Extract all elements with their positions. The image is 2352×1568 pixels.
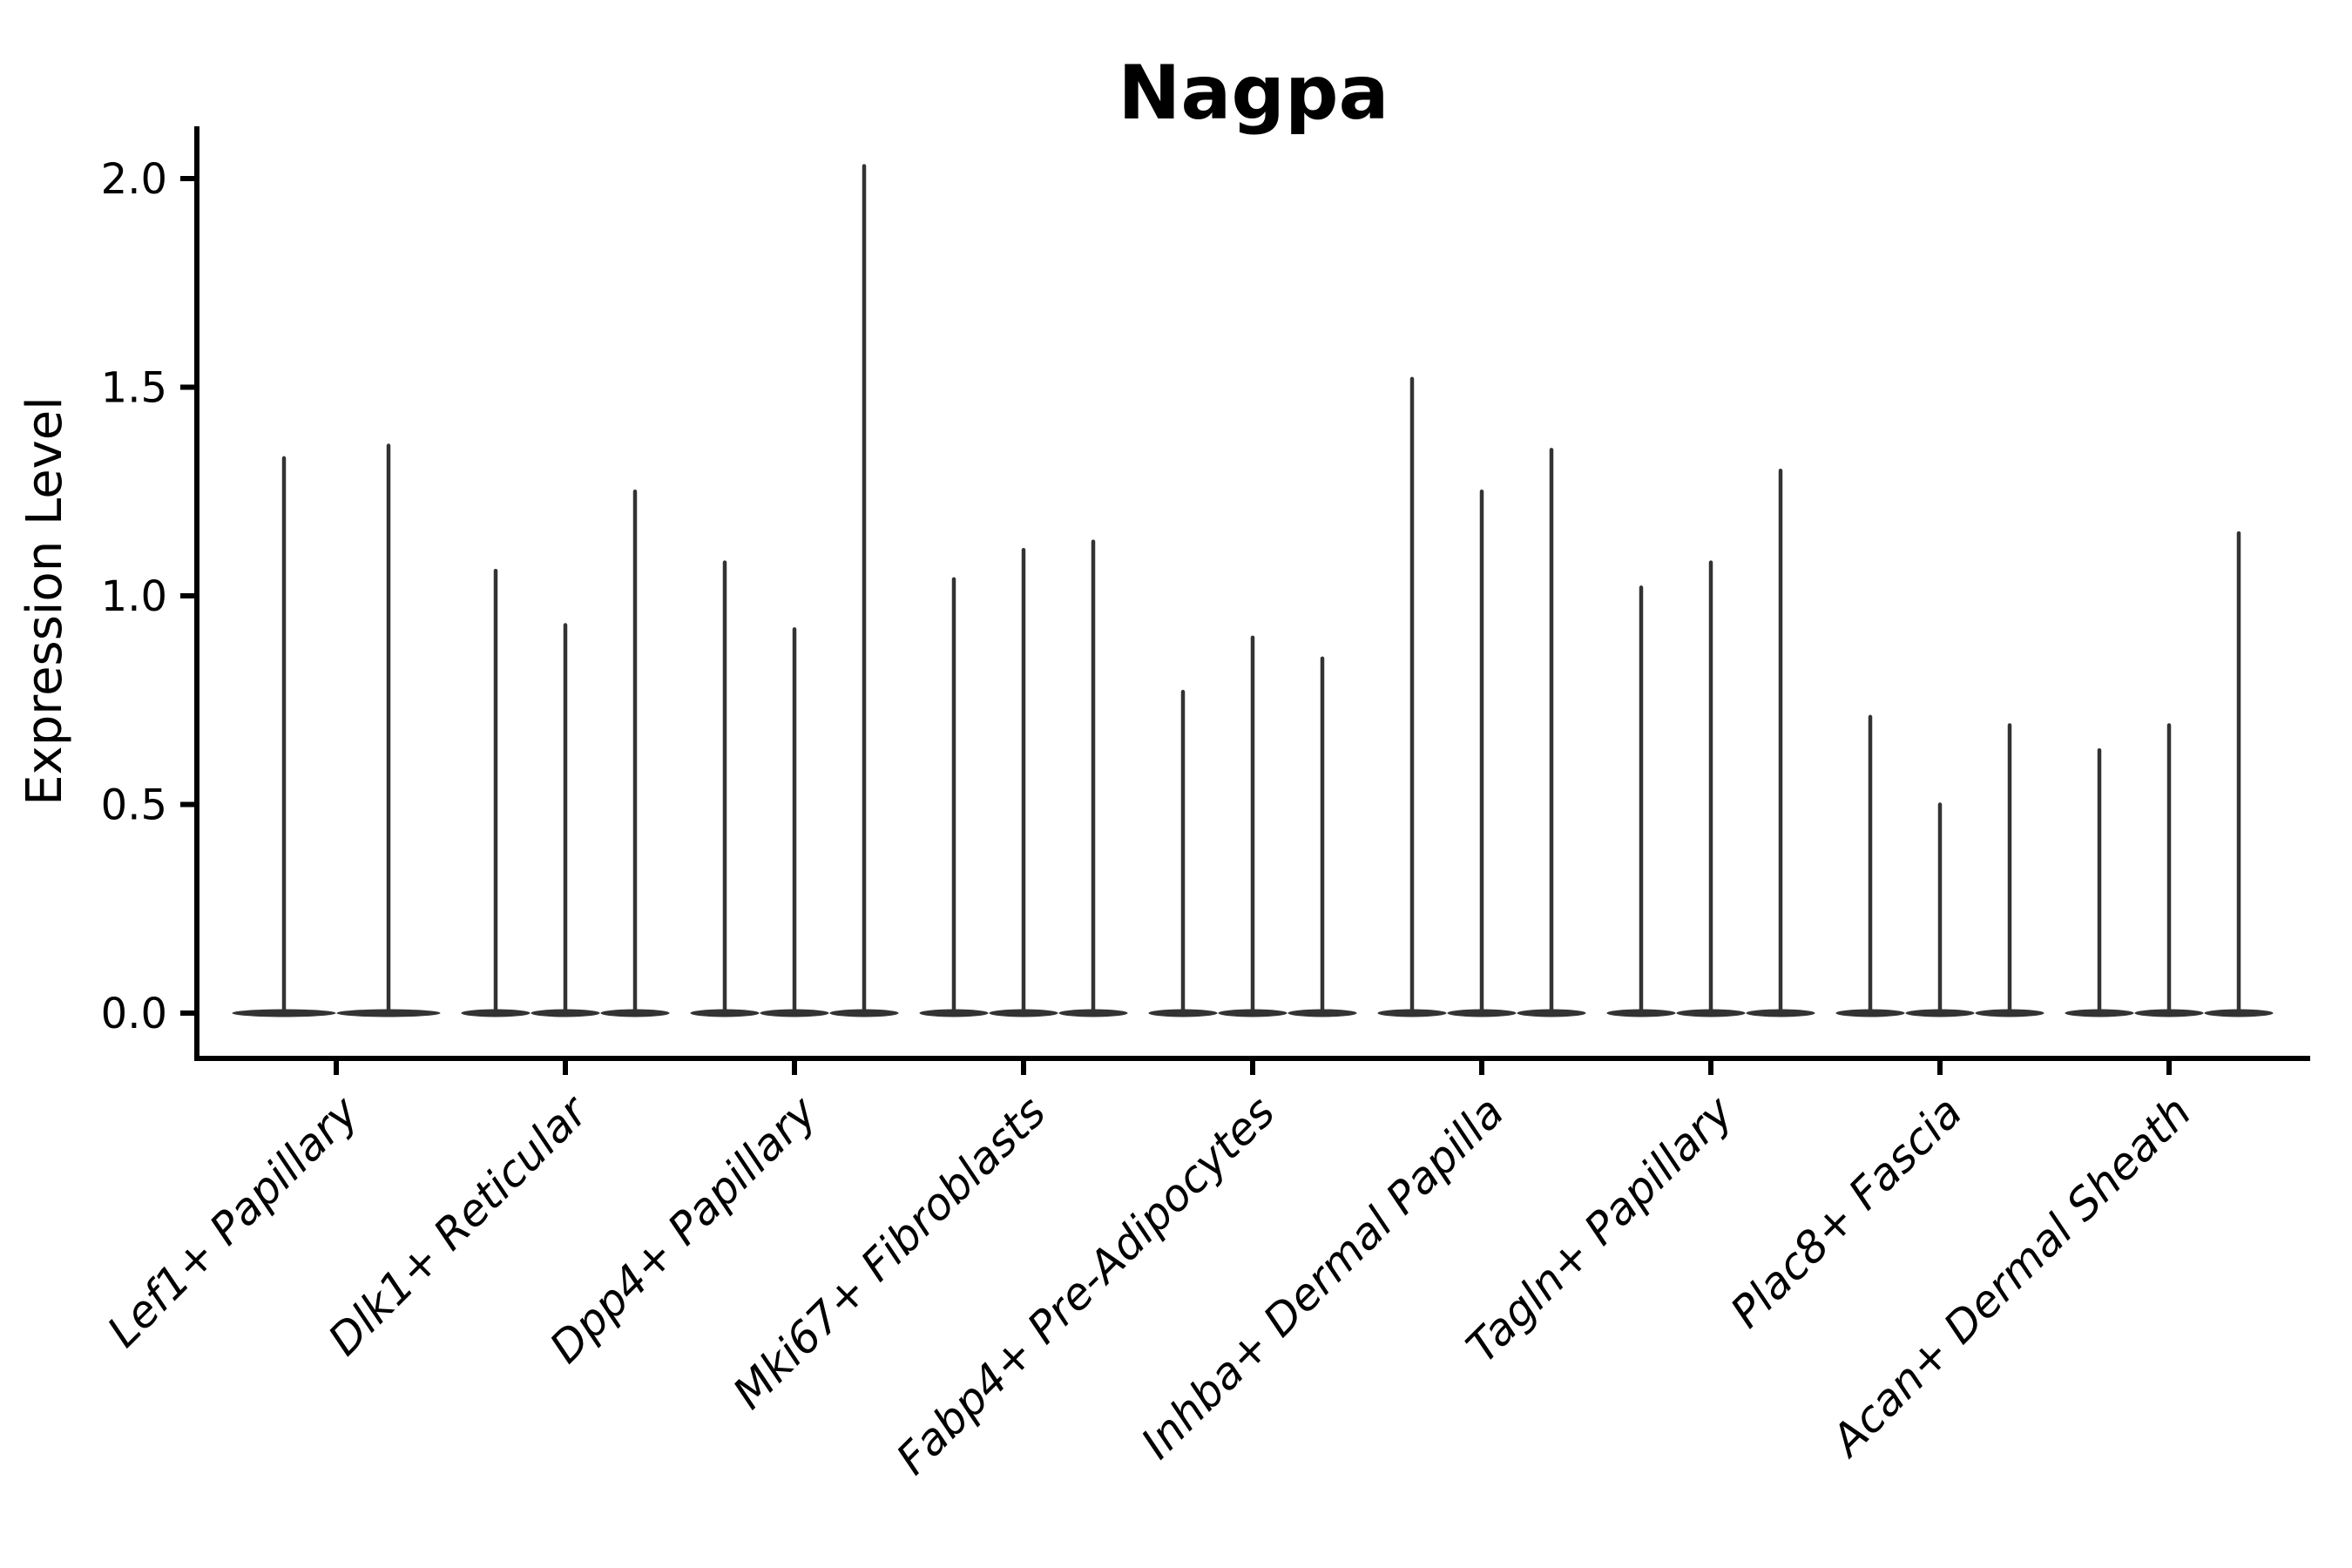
x-category-label: Plac8+ Fascia (1721, 1086, 1972, 1337)
violin (1676, 560, 1746, 1017)
violin (1218, 635, 1288, 1017)
violin (232, 456, 336, 1017)
violin (1606, 585, 1676, 1017)
violin (1148, 689, 1218, 1017)
violin (1288, 656, 1357, 1017)
x-axis-ticks (334, 1058, 2172, 1075)
violin (1517, 448, 1586, 1017)
y-tick-label: 0.0 (101, 990, 167, 1038)
violin (1447, 490, 1517, 1017)
x-category-label: Lef1+ Papillary (98, 1085, 368, 1356)
violin (760, 627, 829, 1017)
violin (829, 164, 899, 1017)
violin (919, 577, 989, 1017)
chart-title: Nagpa (1118, 50, 1389, 137)
violin (2134, 723, 2204, 1017)
violin (1377, 376, 1447, 1017)
y-axis-ticks: 0.0 0.5 1.0 1.5 2.0 (101, 155, 197, 1038)
violin (1835, 714, 1905, 1017)
violin (690, 560, 760, 1017)
x-category-label: Acan+ Dermal Sheath (1821, 1086, 2201, 1467)
x-category-label: Inhba+ Dermal Papilla (1132, 1086, 1513, 1468)
violin (989, 548, 1058, 1017)
y-tick-label: 0.5 (101, 781, 167, 830)
violin (531, 623, 600, 1017)
violin (2065, 747, 2134, 1017)
violin (600, 490, 670, 1017)
violin (1975, 723, 2044, 1017)
violin (336, 443, 441, 1017)
y-axis-label: Expression Level (17, 396, 73, 806)
violin (2204, 531, 2274, 1017)
x-category-label: Fabp4+ Pre-Adipocytes (887, 1086, 1285, 1484)
y-tick-label: 1.0 (101, 572, 167, 621)
violins (232, 164, 2274, 1017)
violin (1746, 469, 1815, 1017)
y-tick-label: 2.0 (101, 155, 167, 204)
violin (1058, 539, 1128, 1017)
y-tick-label: 1.5 (101, 364, 167, 413)
violin (1905, 802, 1975, 1017)
violin (461, 569, 531, 1017)
